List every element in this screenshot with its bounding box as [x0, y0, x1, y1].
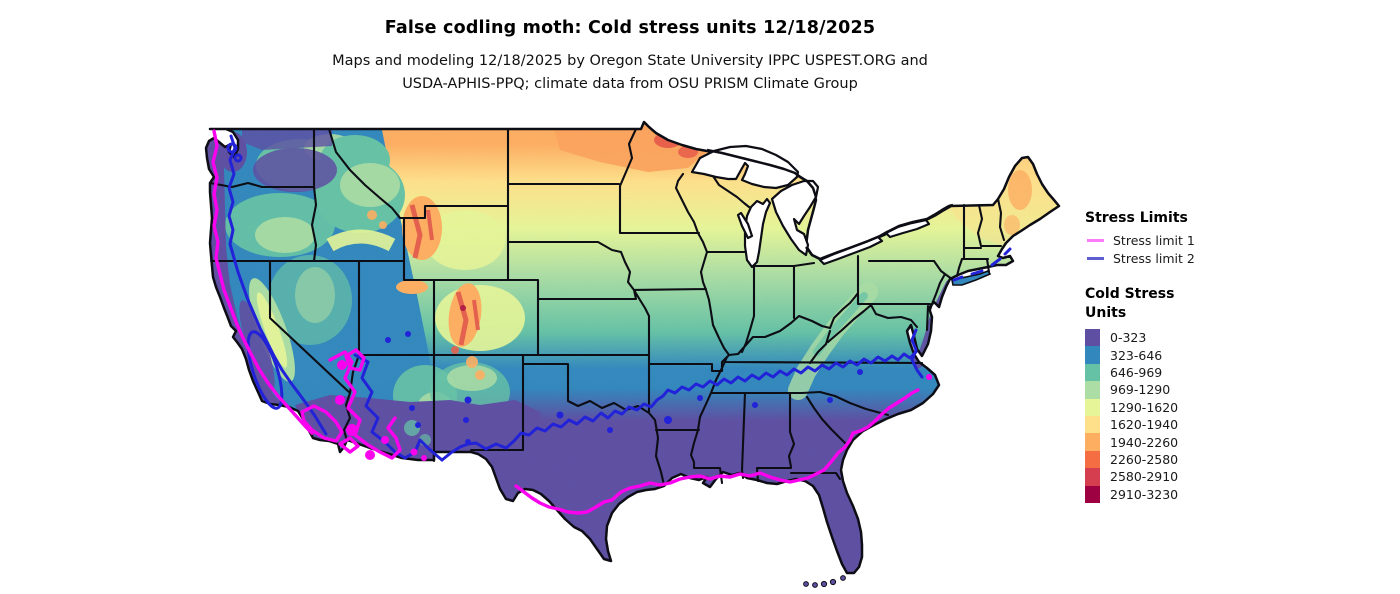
- class-swatch: [1085, 433, 1100, 451]
- class-swatch: [1085, 398, 1100, 416]
- title-block: False codling moth: Cold stress units 12…: [160, 18, 1100, 95]
- class-label: 1290-1620: [1110, 399, 1179, 415]
- legend-class-row: 646-969: [1085, 363, 1385, 382]
- class-swatch: [1085, 346, 1100, 364]
- class-swatch: [1085, 363, 1100, 382]
- lake-superior: [690, 144, 800, 190]
- green-bay: [736, 211, 754, 240]
- legend-class-row: 969-1290: [1085, 381, 1385, 399]
- stress-limit-2-label: Stress limit 2: [1113, 250, 1195, 266]
- class-swatch: [1085, 485, 1100, 503]
- page-title: False codling moth: Cold stress units 12…: [384, 18, 876, 38]
- legend-class-row: 2260-2580: [1085, 450, 1385, 469]
- class-label: 0-323: [1110, 330, 1147, 346]
- class-label: 969-1290: [1110, 382, 1171, 398]
- stress-limit-1-line-icon: [1087, 239, 1104, 243]
- subtitle-line-2: USDA-APHIS-PPQ; climate data from OSU PR…: [402, 75, 858, 92]
- cold-stress-classes: 0-323 323-646 646-969 969-1290 1290-1620…: [1085, 329, 1385, 503]
- class-label: 2910-3230: [1110, 486, 1179, 502]
- canada-border: [706, 148, 954, 261]
- legend: Stress Limits Stress limit 1 Stress limi…: [1085, 210, 1385, 503]
- legend-class-row: 1940-2260: [1085, 433, 1385, 451]
- class-swatch: [1085, 450, 1100, 469]
- class-swatch: [1085, 415, 1100, 434]
- stress-limits-title: Stress Limits: [1085, 210, 1188, 226]
- class-label: 323-646: [1110, 347, 1163, 363]
- class-swatch: [1085, 468, 1100, 486]
- us-outline: [204, 120, 1061, 575]
- legend-class-row: 323-646: [1085, 346, 1385, 364]
- legend-class-row: 2580-2910: [1085, 468, 1385, 486]
- lake-michigan: [743, 197, 772, 269]
- cold-stress-title-line-2: Units: [1085, 305, 1127, 321]
- legend-item-stress-limit-1: Stress limit 1: [1085, 232, 1385, 250]
- class-label: 1940-2260: [1110, 434, 1179, 450]
- class-label: 1620-1940: [1110, 417, 1179, 433]
- legend-class-row: 0-323: [1085, 329, 1385, 347]
- class-label: 2260-2580: [1110, 451, 1179, 467]
- cold-stress-title-line-1: Cold Stress: [1085, 286, 1175, 302]
- great-lakes: [690, 144, 931, 269]
- stress-limit-1-contour: [211, 129, 932, 515]
- stress-limit-1-label: Stress limit 1: [1113, 233, 1195, 249]
- class-swatch: [1085, 381, 1100, 399]
- legend-class-row: 2910-3230: [1085, 485, 1385, 503]
- class-swatch: [1085, 329, 1100, 347]
- legend-item-stress-limit-2: Stress limit 2: [1085, 250, 1385, 268]
- attribution-subtitle: Maps and modeling 12/18/2025 by Oregon S…: [160, 50, 1100, 95]
- legend-class-row: 1620-1940: [1085, 415, 1385, 434]
- class-label: 646-969: [1110, 364, 1163, 380]
- legend-class-row: 1290-1620: [1085, 398, 1385, 416]
- stress-limit-2-contour: [226, 134, 1012, 462]
- subtitle-line-1: Maps and modeling 12/18/2025 by Oregon S…: [332, 53, 928, 69]
- florida-keys: [803, 575, 846, 588]
- stress-limit-2-line-icon: [1087, 256, 1104, 260]
- class-label: 2580-2910: [1110, 469, 1179, 485]
- long-island: [951, 270, 992, 286]
